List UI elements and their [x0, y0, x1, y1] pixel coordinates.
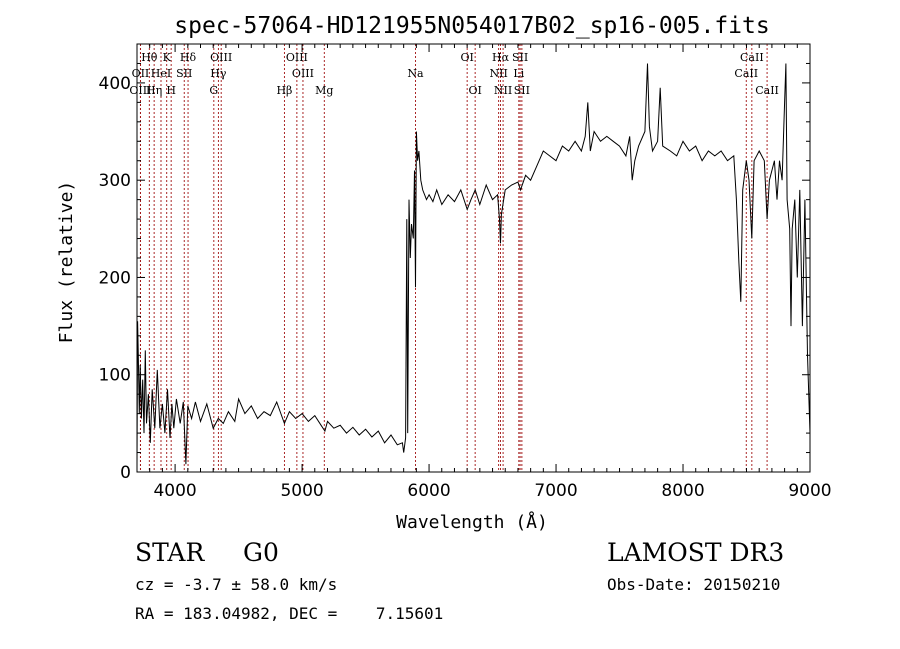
line-label-0: Hθ: [141, 51, 158, 64]
line-label-13: OIII: [292, 67, 314, 80]
line-label-14: Hβ: [276, 84, 292, 97]
x-tick-label: 5000: [280, 481, 323, 501]
line-label-23: Li: [513, 67, 524, 80]
y-tick-label: 300: [99, 171, 131, 191]
x-tick-label: 9000: [788, 481, 831, 501]
line-label-24: SII: [514, 84, 530, 97]
line-label-9: OIII: [210, 51, 232, 64]
line-label-7: SII: [176, 67, 192, 80]
line-label-3: K: [163, 51, 172, 64]
survey-name: LAMOST DR3: [607, 538, 785, 567]
plot-frame: [136, 43, 811, 473]
line-label-10: Hγ: [210, 67, 227, 80]
line-label-16: Na: [407, 67, 424, 80]
y-tick-label: 100: [99, 366, 131, 386]
line-label-25: CaII: [740, 51, 764, 64]
line-label-21: NII: [494, 84, 512, 97]
y-tick-label: 0: [120, 463, 131, 483]
x-axis: 4000 5000 6000 7000 8000 9000: [136, 44, 832, 501]
line-label-12: OIII: [286, 51, 308, 64]
line-label-2: OIII: [129, 84, 151, 97]
y-tick-label: 400: [99, 74, 131, 94]
redshift-text: cz = -3.7 ± 58.0 km/s: [135, 575, 338, 594]
y-axis-label: Flux (relative): [56, 181, 77, 344]
line-label-15: Mg: [315, 84, 333, 97]
chart-title: spec-57064-HD121955N054017B02_sp16-005.f…: [174, 13, 769, 39]
line-label-26: CaII: [734, 67, 758, 80]
line-label-20: NII: [489, 67, 507, 80]
line-label-19: Hα: [492, 51, 510, 64]
line-label-8: H: [166, 84, 176, 97]
x-tick-label: 7000: [534, 481, 577, 501]
line-label-5: Hη: [146, 84, 162, 97]
x-tick-label: 8000: [661, 481, 704, 501]
obs-date: Obs-Date: 20150210: [607, 575, 781, 594]
y-tick-label: 200: [99, 268, 131, 288]
spectral-line-markers: [139, 44, 768, 472]
y-axis: 0 100 200 300 400: [99, 43, 810, 483]
object-subclass: G0: [243, 538, 279, 567]
x-tick-label: 4000: [153, 481, 196, 501]
line-label-22: SII: [512, 51, 528, 64]
flux-series-line: [136, 63, 811, 465]
line-label-11: G: [209, 84, 218, 97]
line-label-6: Hδ: [180, 51, 197, 64]
line-label-4: HeI: [151, 67, 171, 80]
coordinates-text: RA = 183.04982, DEC = 7.15601: [135, 604, 444, 623]
line-label-17: OI: [460, 51, 473, 64]
x-axis-label: Wavelength (Å): [396, 511, 548, 533]
object-class: STAR: [135, 538, 205, 567]
line-label-1: OII: [132, 67, 150, 80]
x-tick-label: 6000: [407, 481, 450, 501]
line-label-27: CaII: [755, 84, 779, 97]
line-label-18: OI: [468, 84, 481, 97]
